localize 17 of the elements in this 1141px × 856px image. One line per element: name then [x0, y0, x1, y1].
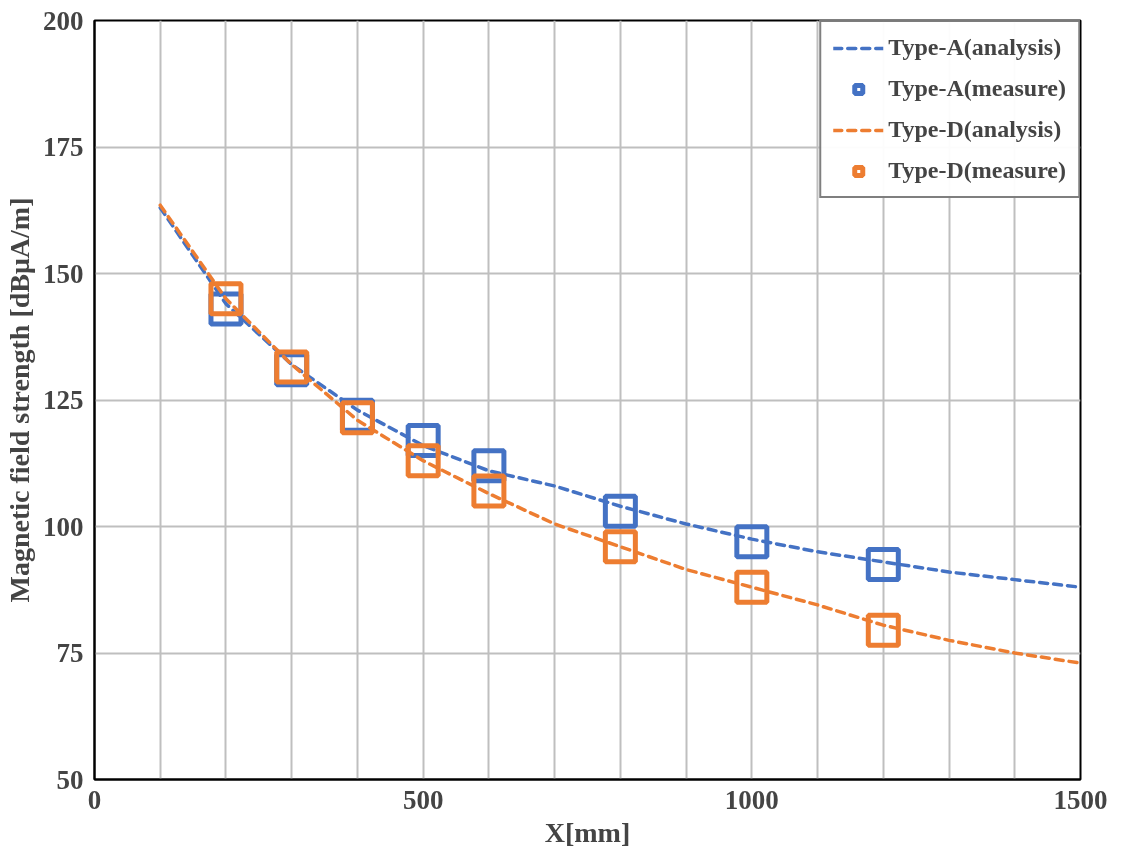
y-tick-label: 100: [43, 511, 84, 542]
y-tick-label: 200: [43, 5, 84, 36]
legend-label: Type-D(measure): [888, 157, 1066, 184]
y-tick-label: 125: [43, 385, 84, 415]
y-tick-label: 50: [56, 764, 84, 795]
legend-label: Type-A(measure): [888, 75, 1066, 102]
legend-label: Type-A(analysis): [888, 34, 1062, 61]
x-tick-label: 500: [402, 784, 444, 815]
x-axis-title: X[mm]: [544, 816, 631, 848]
x-tick-label: 1000: [724, 784, 779, 815]
y-tick-label: 150: [43, 258, 84, 289]
x-tick-label: 1500: [1053, 784, 1108, 815]
x-tick-label: 0: [87, 784, 102, 815]
y-tick-label: 175: [43, 132, 84, 162]
y-axis-title: Magnetic field strength [dBμA/m]: [4, 197, 35, 603]
y-tick-label: 75: [56, 638, 84, 668]
legend-label: Type-D(analysis): [888, 116, 1062, 143]
